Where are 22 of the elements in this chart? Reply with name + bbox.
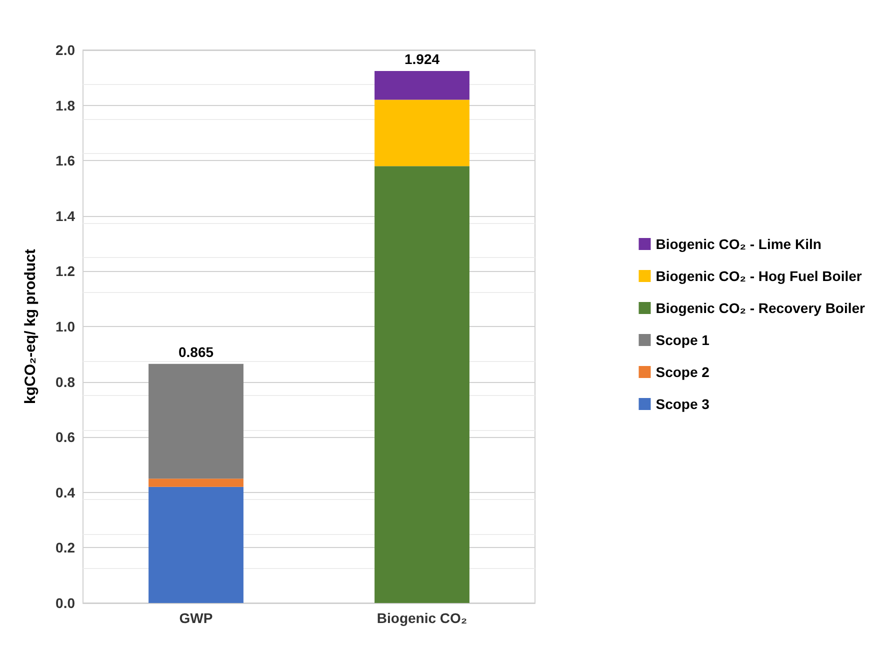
y-tick-label: 0.8 <box>56 374 76 390</box>
legend-label: Biogenic CO₂ - Recovery Boiler <box>656 300 866 316</box>
y-tick-label: 1.0 <box>56 318 76 334</box>
y-tick-label: 2.0 <box>56 42 76 58</box>
y-axis-title: kgCO₂-eq/ kg product <box>22 248 39 404</box>
legend-label: Scope 2 <box>656 364 710 380</box>
total-label: 1.924 <box>404 51 440 68</box>
y-tick-label: 1.2 <box>56 263 76 280</box>
y-tick-label: 0.6 <box>56 429 76 446</box>
x-tick-label: GWP <box>179 610 213 626</box>
y-tick-label: 1.8 <box>56 97 76 114</box>
y-tick-label: 0.0 <box>56 595 76 611</box>
x-tick-label: Biogenic CO₂ <box>376 610 468 626</box>
y-tick-label: 0.2 <box>56 540 76 556</box>
legend-label: Scope 1 <box>656 332 710 348</box>
y-tick-label: 1.4 <box>56 208 76 224</box>
legend-label: Scope 3 <box>656 396 710 412</box>
y-tick-label: 0.4 <box>56 484 76 500</box>
y-tick-label: 1.6 <box>56 152 76 169</box>
legend-label: Biogenic CO₂ - Hog Fuel Boiler <box>656 268 862 284</box>
total-label: 0.865 <box>178 344 214 360</box>
legend-label: Biogenic CO₂ - Lime Kiln <box>656 236 822 252</box>
